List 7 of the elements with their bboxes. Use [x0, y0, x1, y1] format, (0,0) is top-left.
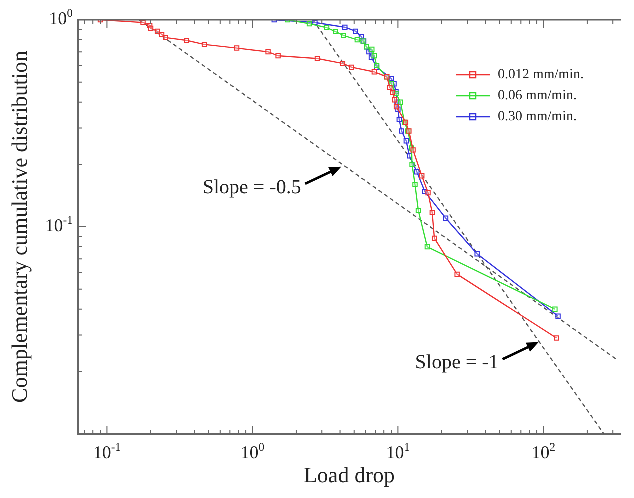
x-axis-title: Load drop: [304, 462, 396, 488]
annotation: Slope = -1: [415, 352, 499, 374]
legend-label: 0.06 mm/min.: [498, 88, 577, 104]
y-axis-title: Complementary cumulative distribution: [6, 51, 32, 403]
legend-label: 0.012 mm/min.: [498, 68, 584, 83]
annotation: Slope = -0.5: [202, 176, 302, 198]
legend-label: 0.30 mm/min.: [498, 110, 577, 125]
